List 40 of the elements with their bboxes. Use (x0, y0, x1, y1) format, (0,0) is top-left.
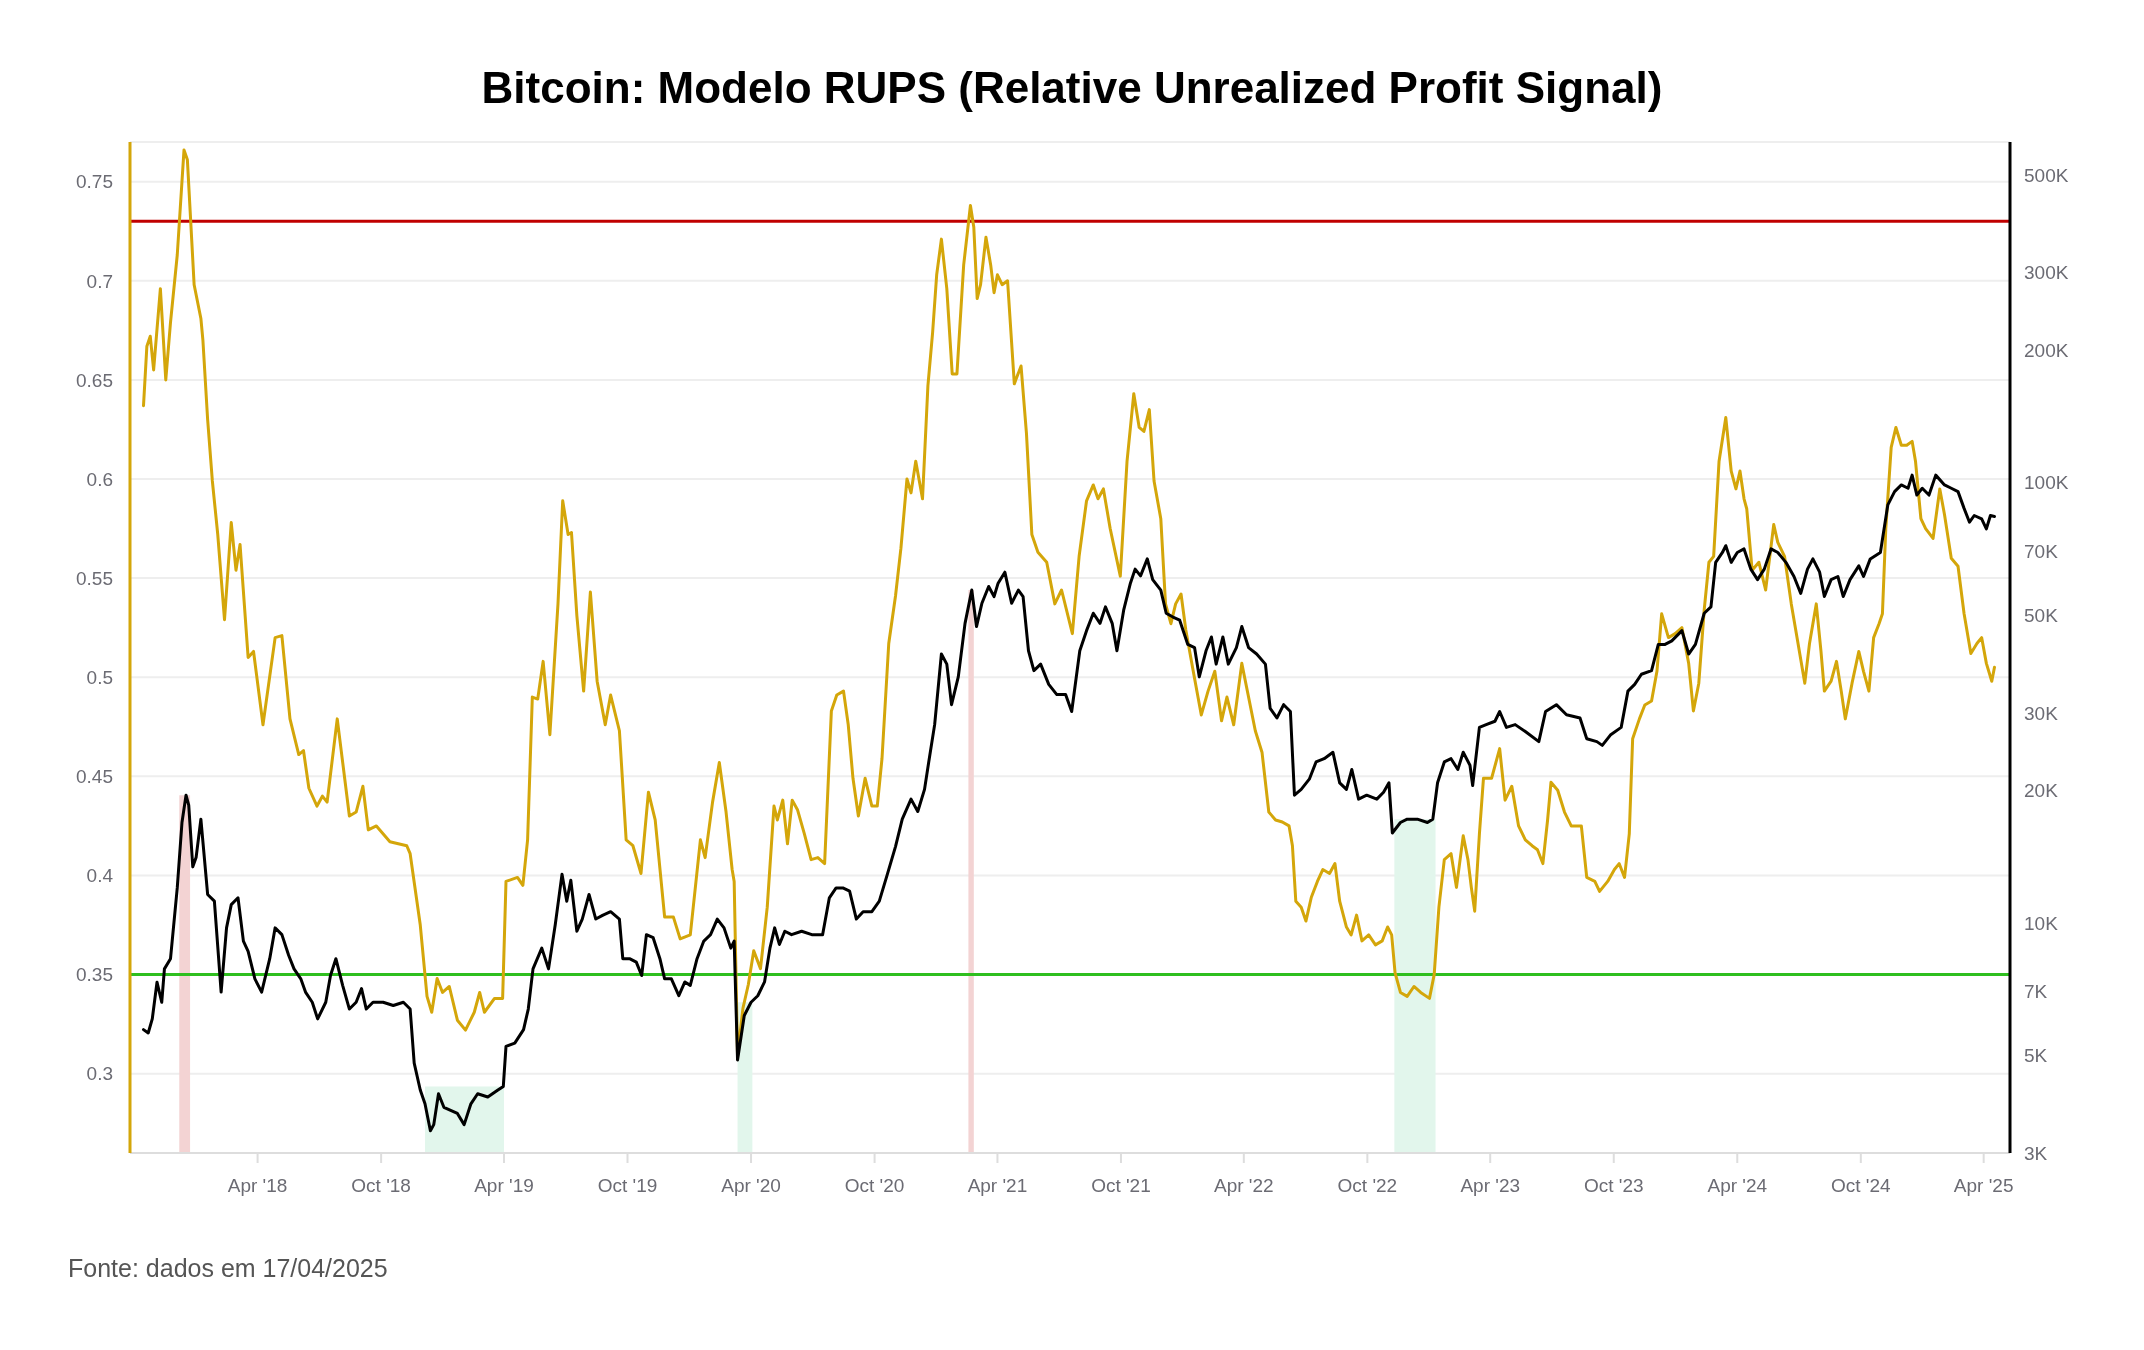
chart-title: Bitcoin: Modelo RUPS (Relative Unrealized Profit Signal) (480, 62, 1664, 114)
y-tick-label: 0.7 (86, 270, 113, 292)
x-tick-label: Oct '18 (351, 1175, 411, 1197)
y2-tick-label: 50K (2024, 604, 2059, 626)
y2-tick-label: 10K (2024, 912, 2059, 934)
y2-tick-label: 20K (2024, 780, 2059, 802)
x-tick-label: Oct '22 (1337, 1175, 1398, 1197)
y2-tick-label: 7K (2024, 980, 2048, 1002)
y2-tick-label: 3K (2024, 1142, 2048, 1164)
y2-tick-label: 100K (2024, 472, 2069, 494)
x-tick-label: Apr '24 (1707, 1175, 1768, 1197)
x-tick-label: Oct '21 (1091, 1175, 1151, 1197)
y2-tick-label: 300K (2024, 262, 2069, 284)
x-tick-label: Apr '20 (721, 1175, 781, 1197)
source-note: Fonte: dados em 17/04/2025 (68, 1254, 388, 1283)
x-tick-label: Apr '25 (1953, 1175, 2014, 1197)
line-series (142, 473, 1996, 1133)
y-tick-label: 0.65 (76, 369, 113, 391)
x-tick-label: Oct '23 (1583, 1175, 1644, 1197)
x-tick-label: Apr '18 (227, 1175, 288, 1197)
x-tick-label: Apr '22 (1214, 1175, 1274, 1197)
x-tick-label: Oct '19 (597, 1175, 658, 1197)
y-tick-label: 0.6 (86, 468, 113, 490)
x-tick-label: Apr '19 (474, 1175, 534, 1197)
y2-tick-label: 5K (2024, 1045, 2048, 1067)
x-tick-label: Oct '24 (1831, 1175, 1892, 1197)
y-tick-label: 0.35 (76, 964, 113, 986)
y2-tick-label: 30K (2024, 702, 2059, 724)
y2-tick-label: 200K (2024, 339, 2069, 361)
y-tick-label: 0.5 (86, 666, 113, 688)
y-tick-label: 0.3 (86, 1063, 113, 1085)
x-tick-label: Apr '21 (967, 1175, 1028, 1197)
x-tick-label: Oct '20 (844, 1175, 905, 1197)
y2-tick-label: 500K (2024, 164, 2069, 186)
x-tick-label: Apr '23 (1460, 1175, 1521, 1197)
y-tick-label: 0.4 (86, 865, 114, 887)
y-tick-label: 0.75 (76, 171, 113, 193)
y-tick-label: 0.45 (76, 766, 113, 788)
y2-tick-label: 70K (2024, 540, 2059, 562)
y-tick-label: 0.55 (76, 567, 113, 589)
